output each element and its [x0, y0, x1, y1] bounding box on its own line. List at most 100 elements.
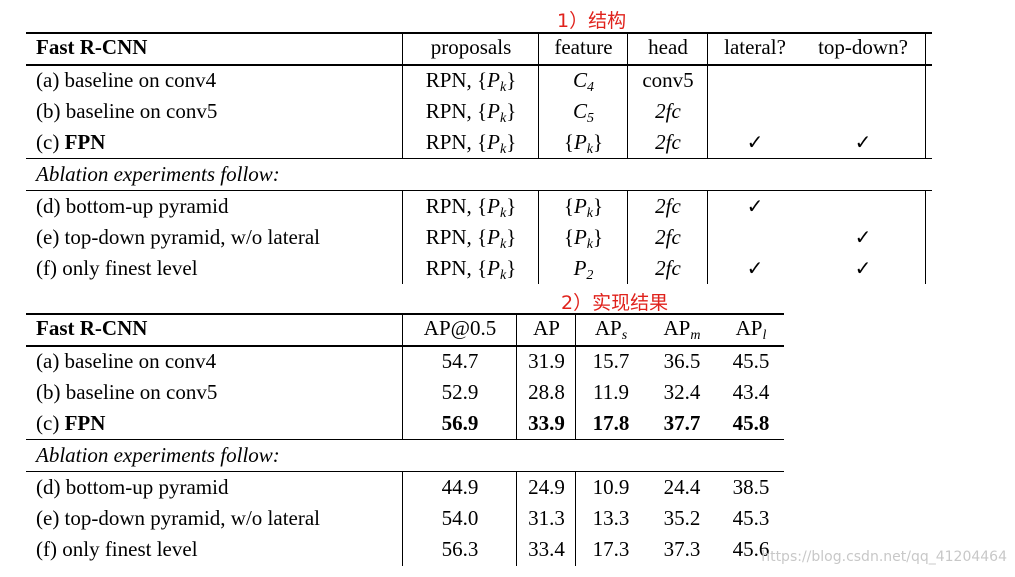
cell-proposals: RPN, {Pk} [425, 130, 517, 157]
table2-vline [402, 313, 404, 440]
cell-value: 13.3 [592, 506, 630, 530]
table1-header-topdown: top-down? [818, 35, 908, 59]
table2-vline [402, 472, 404, 566]
cell-head: 2fc [655, 130, 681, 154]
table2-vline [575, 472, 577, 566]
cell-value: 17.8 [592, 411, 630, 435]
cell-feature: C4 [572, 68, 594, 95]
check-icon: ✓ [854, 130, 872, 154]
cell-proposals: RPN, {Pk} [425, 99, 517, 126]
table2-header-ap: AP [533, 316, 560, 340]
cell-feature: {Pk} [563, 130, 604, 157]
table1-mid-rule [26, 158, 932, 160]
cell-value: 10.9 [592, 475, 630, 499]
table1-vline [627, 191, 629, 284]
cell-value: 45.6 [732, 537, 770, 561]
table1-vline [925, 32, 927, 159]
cell-feature: {Pk} [563, 225, 604, 252]
cell-value: 45.8 [732, 411, 770, 435]
cell-proposals: RPN, {Pk} [425, 225, 517, 252]
table1-top-rule [26, 32, 932, 34]
table2-header-method: Fast R-CNN [36, 316, 148, 340]
table2-header-aps: APs [577, 313, 645, 344]
table2-top-rule [26, 313, 784, 315]
table1-header-feature: feature [554, 35, 613, 59]
cell-head: 2fc [655, 225, 681, 249]
cell-value: 54.7 [441, 349, 479, 373]
table2-vline [516, 472, 518, 566]
cell-value: 15.7 [592, 349, 630, 373]
row-method: (f) only finest level [36, 256, 198, 280]
table2-ablation-label: Ablation experiments follow: [36, 443, 280, 467]
table2-header-apm-text: APm [663, 316, 701, 343]
table1-header-method: Fast R-CNN [36, 35, 148, 59]
cell-value: 24.4 [663, 475, 701, 499]
table2-header-rule [26, 345, 784, 347]
cell-value: 33.4 [528, 537, 565, 561]
cell-value: 45.3 [732, 506, 770, 530]
row-method: (a) baseline on conv4 [36, 68, 217, 92]
table1-vline [707, 32, 709, 159]
check-icon [801, 96, 925, 127]
cell-value: 52.9 [441, 380, 479, 404]
table1-vline [538, 191, 540, 284]
cell-value: 37.3 [663, 537, 701, 561]
table2-header-apm: APm [645, 313, 719, 344]
cell-feature: C5 [572, 99, 594, 126]
table1-header-head: head [648, 35, 688, 59]
table1-ablation-rule [26, 190, 932, 192]
cell-value: 56.9 [441, 411, 479, 435]
cell-value: 45.5 [732, 349, 770, 373]
cell-value: 44.9 [441, 475, 479, 499]
check-icon [801, 65, 925, 96]
check-icon [709, 65, 801, 96]
cell-proposals: RPN, {Pk} [425, 194, 517, 221]
check-icon: ✓ [746, 194, 764, 218]
table2-header-apl-text: APl [735, 316, 767, 343]
method-bold-label: FPN [64, 130, 106, 154]
table2-vline [516, 313, 518, 440]
table1-header-lateral: lateral? [724, 35, 786, 59]
cell-value: 24.9 [528, 475, 565, 499]
cell-head: 2fc [655, 256, 681, 280]
table1-vline [627, 32, 629, 159]
check-icon: ✓ [854, 225, 872, 249]
row-method: (b) baseline on conv5 [36, 380, 218, 404]
cell-head: 2fc [655, 194, 681, 218]
row-method: (a) baseline on conv4 [36, 349, 217, 373]
table2-mid-rule [26, 439, 784, 441]
row-method: (e) top-down pyramid, w/o lateral [36, 225, 320, 249]
table2-header-ap50: AP@0.5 [423, 316, 497, 340]
cell-value: 11.9 [593, 380, 629, 404]
cell-proposals: RPN, {Pk} [425, 68, 517, 95]
cell-value: 31.3 [528, 506, 565, 530]
annotation-structure: 1）结构 [557, 10, 627, 32]
table2-vline [575, 313, 577, 440]
table1-header-rule [26, 64, 932, 66]
table1-vline [925, 191, 927, 284]
table1-vline [707, 191, 709, 284]
cell-value: 28.8 [528, 380, 565, 404]
watermark: https://blog.csdn.net/qq_41204464 [761, 549, 1007, 565]
cell-head: conv5 [642, 68, 694, 92]
row-method: (e) top-down pyramid, w/o lateral [36, 506, 320, 530]
table2-ablation-rule [26, 471, 784, 473]
cell-value: 31.9 [528, 349, 565, 373]
check-icon: ✓ [854, 256, 872, 280]
check-icon [801, 191, 925, 222]
row-method: (d) bottom-up pyramid [36, 194, 229, 218]
row-method: (b) baseline on conv5 [36, 99, 218, 123]
cell-value: 35.2 [663, 506, 701, 530]
cell-value: 56.3 [441, 537, 479, 561]
table1-vline [538, 32, 540, 159]
row-method: (c) FPN [36, 130, 106, 154]
table2-header-aps-text: APs [594, 316, 628, 343]
check-icon: ✓ [746, 130, 764, 154]
cell-feature: {Pk} [563, 194, 604, 221]
cell-value: 37.7 [663, 411, 701, 435]
check-icon [709, 96, 801, 127]
table2-header-apl: APl [719, 313, 783, 344]
cell-value: 38.5 [732, 475, 770, 499]
table1-vline [402, 32, 404, 159]
cell-feature: P2 [573, 256, 594, 283]
